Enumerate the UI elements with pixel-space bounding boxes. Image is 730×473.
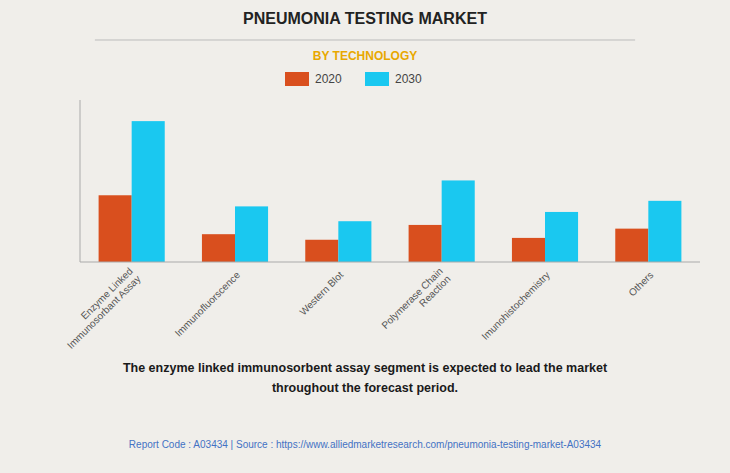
report-text: Report Code : A03434 | Source : https://… [129, 439, 602, 450]
legend-swatch [285, 72, 309, 86]
x-tick-label: Imunohistochemistry [479, 269, 552, 342]
legend-swatch [365, 72, 389, 86]
bar [442, 180, 475, 262]
chart: PNEUMONIA TESTING MARKET BY TECHNOLOGY 202… [0, 0, 730, 473]
bar [202, 234, 235, 262]
x-tick-label: Enzyme LinkedImmunosorbant Assay [57, 265, 143, 351]
legend-label: 2030 [395, 72, 422, 86]
x-tick-label: Polymerase ChainReaction [379, 265, 452, 338]
bar [409, 225, 442, 262]
x-tick-label: Others [626, 269, 655, 298]
bar [648, 201, 681, 262]
background [0, 0, 730, 473]
bar [235, 206, 268, 262]
bar [99, 195, 132, 262]
footer-text: The enzyme linked immunosorbent assay se… [123, 361, 608, 395]
x-tick-label: Immunofluorscence [173, 269, 243, 339]
bar [132, 121, 165, 262]
bar [512, 238, 545, 262]
title-rule [95, 40, 635, 41]
bar [615, 229, 648, 262]
bars [99, 121, 682, 262]
bar [545, 212, 578, 262]
y-axis-line [80, 100, 81, 262]
legend-label: 2020 [315, 72, 342, 86]
bar [305, 240, 338, 262]
title: PNEUMONIA TESTING MARKET [243, 10, 487, 27]
bar [338, 221, 371, 262]
x-tick-label: Western Blot [297, 269, 345, 317]
legend: 2020 2030 [285, 72, 422, 86]
x-axis-line [80, 262, 700, 263]
subtitle: BY TECHNOLOGY [313, 49, 417, 63]
